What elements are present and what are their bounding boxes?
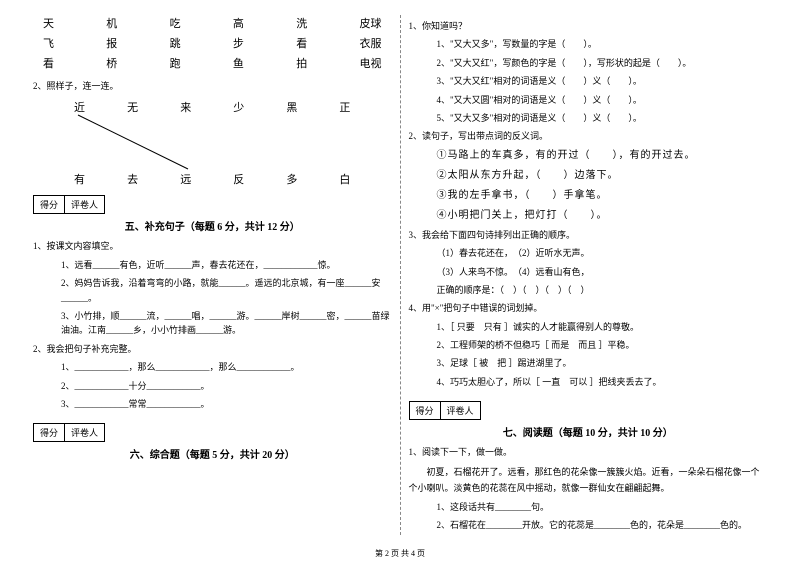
score-label: 得分 xyxy=(34,424,65,441)
match-char: 少 xyxy=(233,99,244,115)
match-char: 近 xyxy=(74,99,85,115)
sec7-q1: 1、阅读下一下，做一做。 xyxy=(409,445,768,459)
r-q1-item: 4、"又大又圆"相对的词语是义（ ）义（ ）。 xyxy=(409,93,768,107)
grader-label: 评卷人 xyxy=(441,402,480,419)
score-label: 得分 xyxy=(34,196,65,213)
r-q2-item: ①马路上的车真多，有的开过（ ），有的开过去。 xyxy=(409,148,768,164)
char: 看 xyxy=(296,35,307,51)
r-q2-item: ②太阳从东方升起，（ ）边落下。 xyxy=(409,168,768,184)
r-q1-item: 2、"又大又红"，写颜色的字是（ ），写形状的起是（ ）。 xyxy=(409,56,768,70)
score-box-5: 得分 评卷人 xyxy=(33,195,105,214)
char-grid-row1: 天 机 吃 高 洗 皮球 xyxy=(33,15,392,35)
match-char: 无 xyxy=(127,99,138,115)
char: 跑 xyxy=(170,55,181,71)
r-q4-item: 3、足球［ 被 把 ］踢进湖里了。 xyxy=(409,356,768,370)
match-char: 多 xyxy=(286,171,297,187)
sec5-fill: 1、____________，那么____________，那么________… xyxy=(33,360,392,374)
right-column: 1、你知道吗？ 1、"又大又多"，写数量的字是（ ）。 2、"又大又红"，写颜色… xyxy=(401,15,776,535)
q2-label: 2、照样子，连一连。 xyxy=(33,79,392,93)
grader-label: 评卷人 xyxy=(65,196,104,213)
sec5-item: 1、远看______有色，近听______声，春去花还在，___________… xyxy=(33,258,392,272)
sec7-passage: 初夏，石榴花开了。远看，那红色的花朵像一簇簇火焰。近看，一朵朵石榴花像一个个小喇… xyxy=(409,464,768,496)
r-q4-item: 2、工程师架的桥不但稳巧［ 而是 而且 ］平稳。 xyxy=(409,338,768,352)
match-char: 来 xyxy=(180,99,191,115)
r-q2: 2、读句子，写出带点词的反义词。 xyxy=(409,129,768,143)
sec5-fill: 3、____________常常____________。 xyxy=(33,397,392,411)
page-footer: 第 2 页 共 4 页 xyxy=(0,548,800,559)
match-bot-row: 有 去 远 反 多 白 xyxy=(33,169,392,189)
r-q4: 4、用"×"把句子中错误的词划掉。 xyxy=(409,301,768,315)
r-q4-item: 4、巧巧太胆心了，所以［ 一直 可以 ］把线夹丢去了。 xyxy=(409,375,768,389)
sec5-q2: 2、我会把句子补充完整。 xyxy=(33,342,392,356)
char: 拍 xyxy=(296,55,307,71)
section-6-title: 六、综合题（每题 5 分，共计 20 分） xyxy=(33,446,392,461)
match-area: 近 无 来 少 黑 正 有 去 远 反 多 白 xyxy=(33,97,392,187)
match-char: 正 xyxy=(339,99,350,115)
page-container: 天 机 吃 高 洗 皮球 飞 报 跳 步 看 衣服 看 桥 跑 鱼 拍 电视 2… xyxy=(25,15,775,535)
match-char: 远 xyxy=(180,171,191,187)
section-7-title: 七、阅读题（每题 10 分，共计 10 分） xyxy=(409,424,768,439)
sec7-item: 2、石榴花在________开放。它的花蕊是________色的，花朵是____… xyxy=(409,518,768,532)
r-q4-item: 1、［ 只要 只有 ］诚实的人才能赢得别人的尊敬。 xyxy=(409,320,768,334)
char: 吃 xyxy=(170,15,181,31)
match-char: 有 xyxy=(74,171,85,187)
char: 皮球 xyxy=(359,15,381,31)
r-q1-item: 3、"又大又红"相对的词语是义（ ）义（ ）。 xyxy=(409,74,768,88)
grader-label: 评卷人 xyxy=(65,424,104,441)
char: 电视 xyxy=(359,55,381,71)
char: 天 xyxy=(43,15,54,31)
r-q3-item: （3）人来鸟不惊。 （4）远看山有色， xyxy=(409,265,768,279)
score-box-7: 得分 评卷人 xyxy=(409,401,481,420)
r-q2-item: ③我的左手拿书，（ ）手拿笔。 xyxy=(409,188,768,204)
char: 飞 xyxy=(43,35,54,51)
sec5-item: 2、妈妈告诉我，沿着弯弯的小路，就能______。遥远的北京城，有一座_____… xyxy=(33,276,392,305)
left-column: 天 机 吃 高 洗 皮球 飞 报 跳 步 看 衣服 看 桥 跑 鱼 拍 电视 2… xyxy=(25,15,400,535)
char: 机 xyxy=(106,15,117,31)
char: 看 xyxy=(43,55,54,71)
char: 桥 xyxy=(106,55,117,71)
score-box-6: 得分 评卷人 xyxy=(33,423,105,442)
char: 鱼 xyxy=(233,55,244,71)
sec7-item: 1、这段话共有________句。 xyxy=(409,500,768,514)
char: 步 xyxy=(233,35,244,51)
r-q3-item: （1）春去花还在， （2）近听水无声。 xyxy=(409,246,768,260)
r-q1-item: 1、"又大又多"，写数量的字是（ ）。 xyxy=(409,37,768,51)
match-top-row: 近 无 来 少 黑 正 xyxy=(33,97,392,117)
r-q2-item: ④小明把门关上，把灯打（ ）。 xyxy=(409,208,768,224)
char: 洗 xyxy=(296,15,307,31)
r-q1-item: 5、"又大又多"相对的词语是义（ ）义（ ）。 xyxy=(409,111,768,125)
sec5-fill: 2、____________十分____________。 xyxy=(33,379,392,393)
r-q3-ans: 正确的顺序是：（ ）（ ）（ ）（ ） xyxy=(409,283,768,297)
char: 高 xyxy=(233,15,244,31)
match-char: 反 xyxy=(233,171,244,187)
r-q1: 1、你知道吗？ xyxy=(409,19,768,33)
match-char: 白 xyxy=(339,171,350,187)
char-grid-row2: 飞 报 跳 步 看 衣服 xyxy=(33,35,392,55)
section-5-title: 五、补充句子（每题 6 分，共计 12 分） xyxy=(33,218,392,233)
match-char: 去 xyxy=(127,171,138,187)
char: 衣服 xyxy=(359,35,381,51)
sec5-item: 3、小竹排，顺______流，______唱，______游。______岸树_… xyxy=(33,309,392,338)
match-char: 黑 xyxy=(286,99,297,115)
char: 跳 xyxy=(170,35,181,51)
char: 报 xyxy=(106,35,117,51)
sec5-q1: 1、按课文内容填空。 xyxy=(33,239,392,253)
r-q3: 3、我会给下面四句诗排列出正确的顺序。 xyxy=(409,228,768,242)
char-grid-row3: 看 桥 跑 鱼 拍 电视 xyxy=(33,55,392,75)
score-label: 得分 xyxy=(410,402,441,419)
